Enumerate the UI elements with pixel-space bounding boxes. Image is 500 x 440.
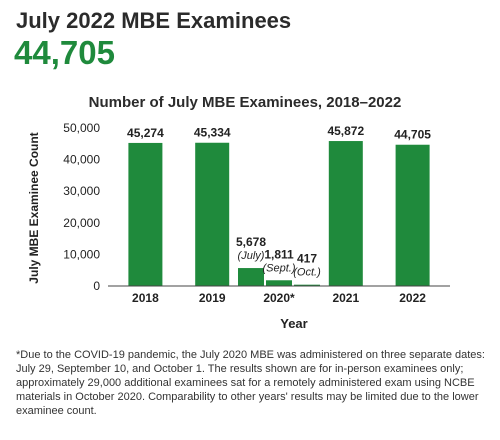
bar-sublabel: (Sept.) [262, 262, 295, 274]
footnote: *Due to the COVID-19 pandemic, the July … [16, 349, 485, 417]
bar-value-label: 45,274 [127, 126, 164, 140]
x-tick-label: 2018 [132, 291, 159, 305]
y-axis-label: July MBE Examinee Count [27, 132, 41, 283]
bar-value-label: 417 [297, 252, 317, 266]
y-tick-label: 20,000 [63, 216, 100, 230]
bar [128, 142, 163, 286]
bar [195, 142, 230, 286]
y-tick-label: 40,000 [63, 153, 100, 167]
bar [395, 144, 430, 286]
bar [266, 280, 292, 286]
x-tick-label: 2022 [399, 291, 426, 305]
x-tick-label: 2019 [199, 291, 226, 305]
page-title: July 2022 MBE Examinees [16, 8, 292, 33]
bar-value-label: 5,678 [236, 235, 266, 249]
total-examinees-value: 44,705 [14, 34, 115, 71]
x-tick-label: 2020* [263, 291, 295, 305]
bar-value-label: 1,811 [264, 247, 294, 261]
bar-sublabel: (Oct.) [293, 267, 321, 279]
bar-sublabel: (July) [238, 250, 265, 262]
chart-title: Number of July MBE Examinees, 2018–2022 [89, 94, 402, 111]
bar [294, 284, 320, 286]
y-tick-label: 0 [93, 279, 100, 293]
y-tick-label: 50,000 [63, 121, 100, 135]
y-tick-label: 10,000 [63, 247, 100, 261]
bar-chart: Number of July MBE Examinees, 2018–2022 … [27, 94, 450, 331]
bar [238, 268, 264, 286]
x-axis-label: Year [280, 316, 307, 331]
bar-value-label: 44,705 [394, 128, 431, 142]
bar-value-label: 45,334 [194, 126, 231, 140]
bar-value-label: 45,872 [327, 124, 364, 138]
bar [328, 141, 363, 286]
x-tick-label: 2021 [332, 291, 359, 305]
y-tick-label: 30,000 [63, 184, 100, 198]
